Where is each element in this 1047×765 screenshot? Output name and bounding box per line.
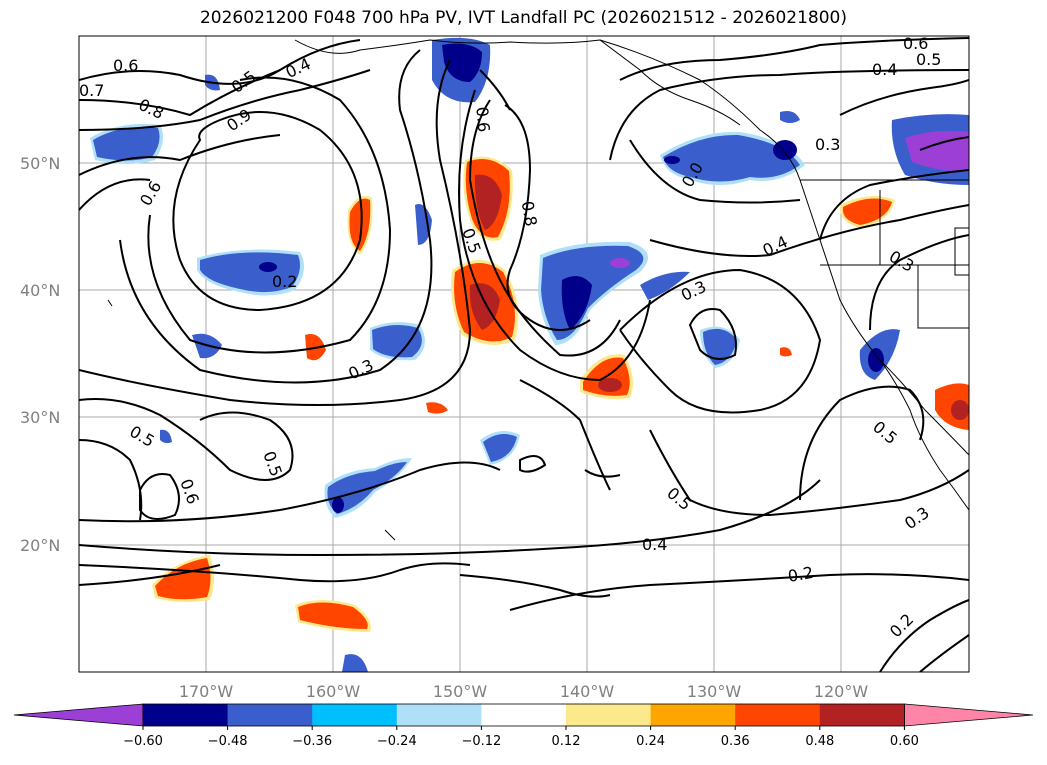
colorbar-segment xyxy=(396,704,482,726)
contour-label: 0.6 xyxy=(472,106,493,133)
lon-label: 150°W xyxy=(433,682,488,701)
anomaly-patch-subtropic xyxy=(480,431,520,465)
anomaly-patch-south-hawaii xyxy=(295,600,371,632)
colorbar-extend-low xyxy=(13,703,144,727)
colorbar-tick-label: 0.60 xyxy=(890,734,919,749)
colorbar-tick-label: 0.12 xyxy=(552,734,581,749)
colorbar-segment xyxy=(227,704,313,726)
colorbar-tick-label: −0.24 xyxy=(377,734,417,749)
map-frame xyxy=(78,35,970,673)
lon-label: 120°W xyxy=(814,682,869,701)
pv-contours xyxy=(79,37,969,672)
colorbar-tick-label: 0.48 xyxy=(805,734,834,749)
anomaly-patch-california xyxy=(859,329,900,380)
colorbar-segment xyxy=(650,704,736,726)
anomaly-patch-bc-coast xyxy=(660,131,805,185)
colorbar-segment xyxy=(312,704,398,726)
latitude-labels: 50°N 40°N 30°N 20°N xyxy=(20,154,60,555)
contour-label: 0.4 xyxy=(642,535,667,554)
colorbar-segment xyxy=(481,704,567,726)
negative-pv-anomalies xyxy=(90,37,969,672)
colorbar xyxy=(13,703,1034,727)
lat-label: 50°N xyxy=(20,154,60,173)
contour-label: 0.6 xyxy=(903,34,928,53)
contour-label: 0.2 xyxy=(272,272,297,291)
colorbar-tick-label: −0.60 xyxy=(123,734,163,749)
anomaly-patch-west-lowlat xyxy=(152,555,214,603)
colorbar-tick-label: −0.36 xyxy=(292,734,332,749)
colorbar-segment xyxy=(735,704,821,726)
contour-label: 0.6 xyxy=(113,56,138,75)
contour-label: 0.4 xyxy=(872,60,897,79)
contour-label: 0.7 xyxy=(79,81,104,100)
colorbar-segment xyxy=(566,704,652,726)
colorbar-tick-label: 0.36 xyxy=(721,734,750,749)
lat-label: 30°N xyxy=(20,408,60,427)
longitude-labels: 170°W 160°W 150°W 140°W 130°W 120°W xyxy=(179,682,869,701)
lat-label: 40°N xyxy=(20,281,60,300)
anomaly-patch-mid xyxy=(538,241,648,345)
contour-label: 0.5 xyxy=(916,50,941,69)
map-title: 2026021200 F048 700 hPa PV, IVT Landfall… xyxy=(199,8,847,28)
contour-label: 0.2 xyxy=(786,563,814,586)
contour-label: 0.8 xyxy=(518,200,541,228)
anomaly-patch-gulf-alaska-top xyxy=(432,37,491,103)
lon-label: 170°W xyxy=(179,682,234,701)
anomaly-patch-west-aleutian xyxy=(90,123,164,164)
colorbar-tick-label: −0.48 xyxy=(208,734,248,749)
anomaly-patch-baja-east xyxy=(935,383,969,430)
anomaly-patch-northwest xyxy=(347,195,373,255)
lat-label: 20°N xyxy=(20,536,60,555)
colorbar-extend-high xyxy=(904,703,1034,727)
lon-label: 130°W xyxy=(687,682,742,701)
colorbar-outline xyxy=(142,703,905,727)
anomaly-patch-north-center xyxy=(463,156,513,241)
colorbar-tick-labels: −0.60 −0.48 −0.36 −0.24 −0.12 0.12 0.24 0.36 0.4… xyxy=(123,726,919,749)
lon-label: 140°W xyxy=(560,682,615,701)
lon-label: 160°W xyxy=(306,682,361,701)
colorbar-segment xyxy=(143,704,229,726)
colorbar-tick-label: 0.24 xyxy=(636,734,665,749)
colorbar-segment xyxy=(819,704,905,726)
contour-label: 0.3 xyxy=(815,135,840,154)
anomaly-patch-central-north xyxy=(197,249,304,296)
colorbar-tick-label: −0.12 xyxy=(461,734,501,749)
anomaly-patch-west-center xyxy=(370,322,425,361)
anomaly-patch-far-northeast xyxy=(891,114,969,185)
